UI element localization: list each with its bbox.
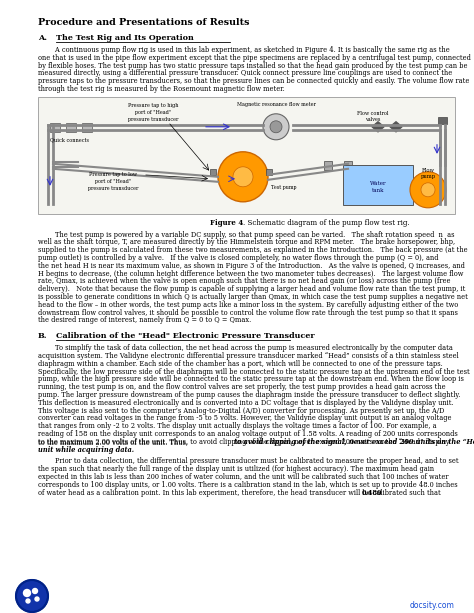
Bar [324, 161, 332, 170]
Text: Pressure tap to low: Pressure tap to low [89, 172, 137, 177]
Text: the span such that nearly the full range of the display unit is utilized (for hi: the span such that nearly the full range… [38, 465, 434, 473]
Circle shape [24, 590, 30, 596]
Text: Flow: Flow [421, 168, 435, 173]
Text: H begins to decrease, (the column height difference between the two manometer tu: H begins to decrease, (the column height… [38, 270, 464, 278]
Circle shape [421, 183, 435, 197]
Text: that ranges from only -2 to 2 volts. The display unit actually displays the volt: that ranges from only -2 to 2 volts. The… [38, 422, 437, 430]
Text: to the maximum 2.00 volts of the unit. Thus,: to the maximum 2.00 volts of the unit. T… [38, 438, 190, 446]
Polygon shape [372, 122, 384, 132]
Text: reading of 158 on the display unit corresponds to an analog voltage output of 1.: reading of 158 on the display unit corre… [38, 430, 458, 438]
Text: pressure transducer: pressure transducer [88, 186, 138, 191]
Text: The test pump is powered by a variable DC supply, so that pump speed can be vari: The test pump is powered by a variable D… [38, 230, 455, 238]
Circle shape [233, 167, 253, 187]
Text: rate, Qmax, is achieved when the valve is open enough such that there is no net : rate, Qmax, is achieved when the valve i… [38, 278, 450, 286]
Bar [66, 123, 76, 132]
Text: A continuous pump flow rig is used in this lab experiment, as sketched in Figure: A continuous pump flow rig is used in th… [38, 46, 450, 54]
Text: The Test Rig and Its Operation: The Test Rig and Its Operation [56, 34, 194, 42]
Text: docsity.com: docsity.com [410, 601, 455, 610]
Text: supplied to the pump is calculated from these two measurements, as explained in : supplied to the pump is calculated from … [38, 246, 468, 254]
Circle shape [35, 597, 39, 601]
Polygon shape [390, 122, 402, 132]
Text: unit while acquiring data.: unit while acquiring data. [38, 446, 134, 454]
Bar [438, 117, 447, 124]
Text: pressure taps to the pressure transducers, so that the pressure lines can be con: pressure taps to the pressure transducer… [38, 77, 469, 85]
Bar [210, 169, 216, 175]
Text: pump, while the high pressure side will be connected to the static pressure tap : pump, while the high pressure side will … [38, 375, 464, 383]
Text: port of "Head": port of "Head" [135, 110, 171, 115]
Text: . Schematic diagram of the pump flow test rig.: . Schematic diagram of the pump flow tes… [244, 219, 410, 227]
Text: Test pump: Test pump [271, 185, 297, 190]
Text: pump outlet) is controlled by a valve.   If the valve is closed completely, no w: pump outlet) is controlled by a valve. I… [38, 254, 438, 262]
Text: Magnetic resonance flow meter: Magnetic resonance flow meter [237, 102, 315, 107]
Bar [343, 165, 413, 205]
Circle shape [410, 172, 446, 208]
Text: A.: A. [38, 34, 47, 42]
Text: Pressure tap to high: Pressure tap to high [128, 103, 178, 108]
Text: expected in this lab is less than 200 inches of water column, and the unit will : expected in this lab is less than 200 in… [38, 473, 448, 481]
Text: port of "Head": port of "Head" [95, 179, 131, 184]
Text: This deflection is measured electronically and is converted into a DC voltage th: This deflection is measured electronical… [38, 399, 454, 407]
Text: the net head H is near its maximum value, as shown in Figure 3 of the Introducti: the net head H is near its maximum value… [38, 262, 465, 270]
Text: Specifically, the low pressure side of the diaphragm will be connected to the st: Specifically, the low pressure side of t… [38, 368, 470, 376]
Circle shape [270, 121, 282, 133]
Circle shape [26, 599, 30, 603]
Text: Calibration of the "Head" Electronic Pressure Transducer: Calibration of the "Head" Electronic Pre… [56, 332, 315, 340]
Bar [82, 123, 92, 132]
Text: head to the flow – in other words, the test pump acts like a minor loss in the s: head to the flow – in other words, the t… [38, 301, 458, 309]
Text: measured directly, using a differential pressure transducer. Quick connect press: measured directly, using a differential … [38, 69, 452, 77]
Text: valves: valves [365, 117, 381, 122]
Circle shape [16, 580, 48, 612]
Circle shape [33, 588, 37, 593]
Text: through the test rig is measured by the Rosemount magnetic flow meter.: through the test rig is measured by the … [38, 85, 285, 93]
Text: B.: B. [38, 332, 47, 340]
Text: the desired range of interest, namely from Q = 0 to Q = Qmax.: the desired range of interest, namely fr… [38, 316, 251, 324]
Text: pump: pump [420, 174, 436, 179]
Bar [344, 161, 352, 170]
Text: to avoid clipping of the signal, never exceed 200 units on the “Head” display: to avoid clipping of the signal, never e… [234, 438, 474, 446]
Text: 0.480: 0.480 [362, 489, 383, 497]
Bar [50, 123, 60, 132]
Text: downstream flow control valves, it should be possible to control the volume flow: downstream flow control valves, it shoul… [38, 308, 458, 316]
Text: Water: Water [370, 181, 386, 186]
Text: one that is used in the pipe flow experiment except that the pipe specimens are : one that is used in the pipe flow experi… [38, 54, 471, 62]
Text: pump. The larger pressure downstream of the pump causes the diaphragm inside the: pump. The larger pressure downstream of … [38, 391, 460, 399]
Text: Prior to data collection, the differential pressure transducer must be calibrate: Prior to data collection, the differenti… [38, 457, 459, 465]
Text: running, the test pump is on, and the flow control valves are set properly, the : running, the test pump is on, and the fl… [38, 383, 446, 391]
Text: Flow control: Flow control [357, 111, 389, 116]
Text: acquisition system. The Validyne electronic differential pressure transducer mar: acquisition system. The Validyne electro… [38, 352, 459, 360]
Text: delivery).   Note that because the flow pump is capable of supplying a larger he: delivery). Note that because the flow pu… [38, 285, 465, 293]
Bar [266, 169, 272, 175]
Text: Procedure and Presentations of Results: Procedure and Presentations of Results [38, 18, 249, 27]
Text: to the maximum 2.00 volts of the unit. Thus, to avoid clipping of the signal, ne: to the maximum 2.00 volts of the unit. T… [38, 438, 449, 446]
Text: tank: tank [372, 188, 384, 193]
Text: corresponds to 100 display units, or 1.00 volts. There is a calibration stand in: corresponds to 100 display units, or 1.0… [38, 481, 457, 489]
Text: diaphragm within a chamber. Each side of the chamber has a port, which will be c: diaphragm within a chamber. Each side of… [38, 360, 443, 368]
Text: by flexible hoses. The test pump has two static pressure taps installed so that : by flexible hoses. The test pump has two… [38, 61, 467, 70]
Text: converter can read voltages in the range from -5 to 5 volts. However, the Validy: converter can read voltages in the range… [38, 414, 452, 422]
Text: Quick connects: Quick connects [50, 137, 89, 142]
Text: pressure transducer: pressure transducer [128, 117, 178, 122]
Text: well as the shaft torque, T, are measured directly by the Himmelstein torque and: well as the shaft torque, T, are measure… [38, 238, 455, 246]
Text: Figure 4: Figure 4 [210, 219, 244, 227]
Text: To simplify the task of data collection, the net head across the pump is measure: To simplify the task of data collection,… [38, 345, 453, 352]
Text: This voltage is also sent to the computer’s Analog-to-Digital (A/D) converter fo: This voltage is also sent to the compute… [38, 406, 444, 414]
Bar [38, 97, 455, 214]
Circle shape [263, 114, 289, 140]
Text: is possible to generate conditions in which Q is actually larger than Qmax, in w: is possible to generate conditions in wh… [38, 293, 468, 301]
Circle shape [218, 152, 268, 202]
Text: of water head as a calibration point. In this lab experiment, therefore, the hea: of water head as a calibration point. In… [38, 489, 443, 497]
